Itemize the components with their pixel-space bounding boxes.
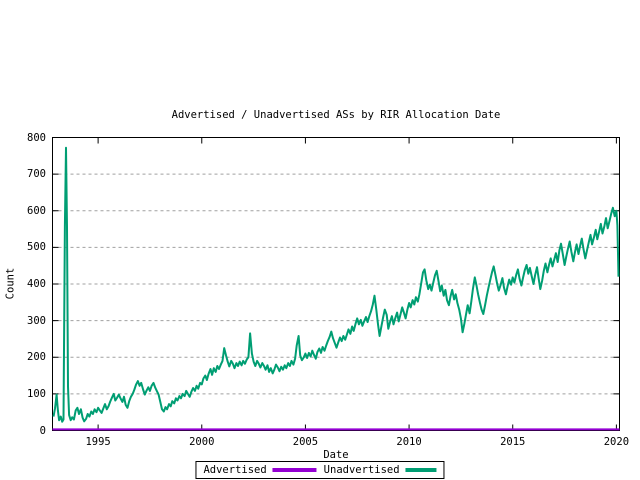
x-tick-label: 2020 — [603, 436, 630, 448]
x-axis-label: Date — [323, 449, 349, 461]
x-tick-label: 2010 — [396, 436, 422, 448]
x-tick-label: 2000 — [189, 436, 215, 448]
x-tick-label: 2005 — [292, 436, 319, 448]
legend-label-advertised: Advertised — [203, 463, 267, 476]
legend-swatch-advertised-line — [272, 468, 317, 472]
x-tick-label: 2015 — [500, 436, 526, 448]
y-tick-label: 700 — [27, 168, 46, 181]
legend-box: Advertised Unadvertised — [195, 461, 445, 479]
y-tick-label: 500 — [27, 241, 46, 254]
legend-item-unadvertised: Unadvertised — [323, 463, 437, 476]
x-tick-label: 1995 — [85, 436, 111, 448]
y-tick-label: 100 — [27, 387, 46, 400]
y-tick-label: 0 — [39, 424, 46, 437]
y-tick-label: 200 — [27, 351, 46, 364]
y-tick-label: 300 — [27, 314, 46, 327]
legend-item-advertised: Advertised — [203, 463, 317, 476]
legend-swatch-unadvertised-line — [405, 468, 437, 472]
legend-label-unadvertised: Unadvertised — [323, 463, 400, 476]
y-tick-label: 800 — [27, 131, 46, 144]
chart-title: Advertised / Unadvertised ASs by RIR All… — [171, 109, 501, 121]
y-tick-label: 600 — [27, 204, 46, 217]
y-tick-label: 400 — [27, 278, 46, 290]
